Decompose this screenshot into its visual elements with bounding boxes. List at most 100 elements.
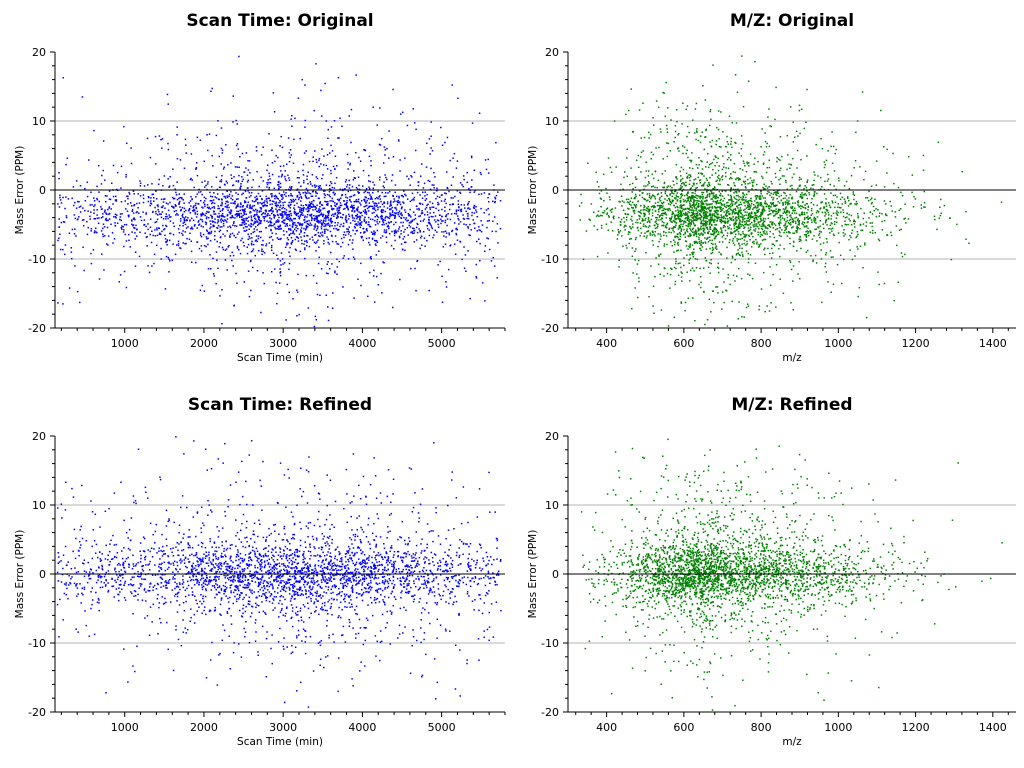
- data-point: [808, 193, 811, 196]
- data-point: [375, 275, 378, 278]
- data-point: [139, 195, 142, 197]
- data-point: [357, 206, 359, 208]
- data-point: [732, 188, 735, 191]
- data-point: [752, 203, 755, 206]
- data-point: [142, 197, 145, 200]
- data-point: [667, 203, 670, 205]
- data-point: [154, 229, 156, 231]
- data-point: [378, 221, 381, 223]
- data-point: [674, 235, 676, 238]
- data-point: [86, 181, 89, 184]
- data-point: [311, 190, 314, 193]
- data-point: [404, 211, 407, 213]
- data-point: [742, 209, 745, 212]
- data-point: [794, 136, 796, 138]
- data-point: [763, 187, 765, 190]
- data-point: [810, 187, 812, 190]
- data-point: [316, 220, 318, 223]
- data-point: [719, 178, 721, 180]
- data-point: [814, 219, 817, 221]
- data-point: [249, 204, 251, 206]
- data-point: [149, 218, 152, 220]
- data-point: [112, 242, 114, 244]
- data-point: [613, 217, 615, 220]
- data-point: [188, 209, 190, 212]
- data-point: [282, 206, 284, 209]
- data-point: [730, 187, 732, 189]
- data-point: [242, 178, 244, 181]
- data-point: [853, 194, 856, 197]
- data-point: [449, 218, 452, 221]
- data-point: [746, 204, 749, 207]
- data-point: [267, 221, 270, 223]
- data-point: [668, 227, 671, 230]
- data-point: [776, 191, 778, 193]
- data-point: [756, 209, 758, 212]
- data-point: [700, 172, 702, 174]
- data-point: [277, 219, 279, 221]
- data-point: [639, 234, 641, 237]
- data-point: [210, 202, 213, 205]
- data-point: [365, 202, 367, 204]
- data-point: [301, 223, 304, 225]
- data-point: [160, 206, 163, 208]
- data-point: [740, 209, 742, 212]
- data-point: [746, 240, 748, 243]
- data-point: [427, 203, 429, 206]
- data-point: [755, 202, 758, 204]
- data-point: [302, 214, 304, 216]
- data-point: [300, 231, 302, 233]
- data-point: [679, 209, 682, 212]
- data-point: [302, 192, 304, 194]
- data-point: [717, 202, 720, 204]
- data-point: [345, 179, 348, 181]
- data-point: [395, 195, 398, 198]
- data-point: [765, 202, 767, 205]
- data-point: [219, 210, 222, 212]
- data-point: [298, 216, 301, 219]
- data-point: [479, 259, 481, 262]
- data-point: [275, 202, 277, 205]
- data-point: [808, 234, 810, 237]
- data-point: [763, 232, 765, 234]
- data-point: [703, 267, 705, 269]
- data-point: [650, 151, 653, 154]
- data-point: [239, 202, 242, 204]
- data-point: [738, 253, 741, 256]
- data-point: [700, 220, 703, 222]
- data-point: [832, 145, 835, 148]
- data-point: [310, 206, 313, 208]
- data-point: [188, 208, 191, 210]
- data-point: [648, 192, 651, 195]
- data-point: [325, 294, 328, 297]
- data-point: [328, 152, 331, 154]
- data-point: [394, 200, 396, 202]
- data-point: [702, 222, 704, 225]
- data-point: [308, 160, 311, 163]
- data-point: [375, 202, 378, 205]
- data-point: [421, 210, 423, 212]
- data-point: [315, 250, 317, 252]
- data-point: [692, 195, 694, 197]
- data-point: [699, 218, 702, 221]
- data-point: [778, 195, 780, 198]
- data-point: [620, 183, 622, 186]
- data-point: [467, 213, 469, 215]
- data-point: [315, 192, 317, 194]
- data-point: [309, 238, 311, 240]
- data-point: [312, 209, 314, 211]
- data-point: [206, 210, 208, 213]
- data-point: [671, 200, 674, 203]
- data-point: [290, 188, 292, 190]
- data-point: [401, 206, 403, 209]
- data-point: [844, 223, 847, 226]
- data-point: [139, 231, 141, 233]
- data-point: [102, 223, 105, 225]
- data-point: [727, 194, 730, 196]
- data-point: [355, 151, 357, 154]
- data-point: [351, 206, 354, 209]
- data-point: [364, 231, 366, 233]
- data-point: [580, 202, 583, 204]
- data-point: [391, 213, 394, 216]
- data-point: [730, 143, 732, 145]
